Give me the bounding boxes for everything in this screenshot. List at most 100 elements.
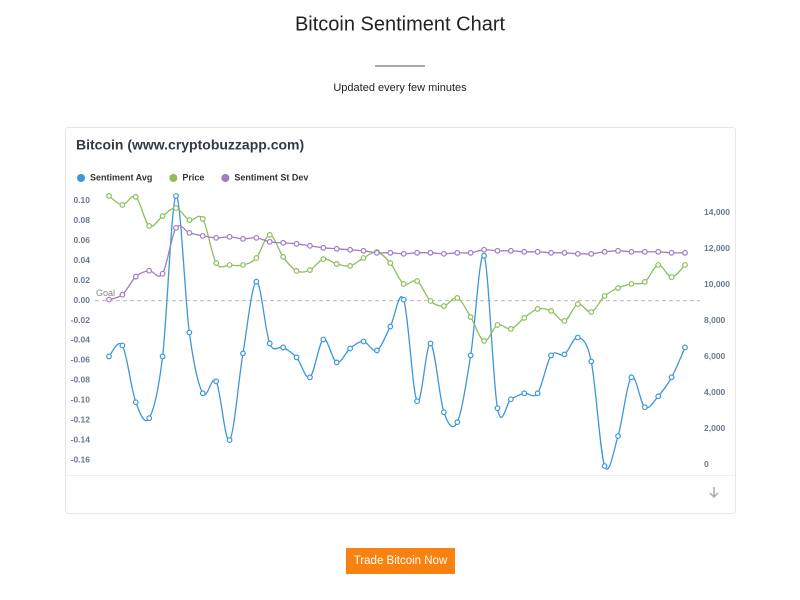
point <box>186 217 193 223</box>
point <box>226 262 233 268</box>
y-tick-label: -0.08 <box>71 375 91 385</box>
point <box>588 309 595 315</box>
legend-swatch <box>221 174 230 182</box>
point <box>615 247 621 254</box>
point <box>588 250 595 257</box>
point <box>132 193 139 200</box>
point <box>574 301 581 307</box>
point <box>146 415 153 422</box>
point <box>280 254 287 260</box>
point <box>400 250 407 257</box>
point <box>481 338 487 344</box>
point <box>561 249 568 256</box>
point <box>333 261 340 267</box>
point <box>199 232 206 239</box>
point <box>641 404 648 411</box>
point <box>173 193 179 199</box>
trade-button-label[interactable]: Trade Bitcoin Now <box>354 555 448 567</box>
point <box>266 340 273 347</box>
point <box>467 352 474 359</box>
point <box>213 260 220 266</box>
point <box>628 248 635 255</box>
y-tick-label: 0.10 <box>73 195 90 205</box>
subtitle: Updated every few minutes <box>333 82 467 94</box>
point <box>132 399 139 406</box>
point <box>186 329 193 336</box>
point <box>159 270 166 277</box>
y2-tick-label: 12,000 <box>704 243 730 253</box>
point <box>641 279 648 285</box>
point <box>173 224 179 231</box>
point <box>521 248 528 255</box>
point <box>440 250 447 257</box>
point <box>173 205 179 211</box>
point <box>574 250 581 257</box>
point <box>280 344 287 351</box>
point <box>494 247 501 254</box>
y2-tick-label: 2,000 <box>704 423 726 433</box>
legend-label: Price <box>182 172 204 182</box>
point <box>521 390 528 397</box>
point <box>333 359 340 366</box>
point <box>548 352 554 359</box>
point <box>293 240 300 247</box>
point <box>266 238 273 245</box>
y2-tick-label: 14,000 <box>704 207 730 217</box>
point <box>360 338 367 345</box>
download-icon[interactable] <box>709 487 719 499</box>
point <box>494 405 501 412</box>
point <box>266 232 273 238</box>
point <box>655 262 662 268</box>
point <box>454 419 461 426</box>
point <box>615 433 621 440</box>
y2-tick-label: 0 <box>704 459 709 469</box>
point <box>601 248 608 255</box>
point <box>387 323 394 330</box>
point <box>400 296 407 303</box>
point <box>213 234 220 241</box>
point <box>507 326 514 332</box>
point <box>293 354 300 361</box>
y-tick-label: -0.06 <box>71 355 91 365</box>
chart-card <box>65 127 736 514</box>
point <box>427 249 434 256</box>
point <box>240 262 246 268</box>
point <box>106 296 112 303</box>
point <box>414 278 420 284</box>
point <box>253 278 260 285</box>
point <box>106 192 112 199</box>
point <box>307 374 313 381</box>
point <box>668 274 675 280</box>
point <box>548 249 554 256</box>
legend-label: Sentiment Avg <box>90 172 152 182</box>
plot: 0.10 0.08 0.06 0.04 0.02 0.00 -0.02 -0.04 -0.06 -… <box>71 172 730 470</box>
point <box>226 233 233 240</box>
point <box>360 255 367 261</box>
point <box>507 247 514 254</box>
point <box>293 268 300 274</box>
point <box>347 263 354 269</box>
point <box>534 248 541 255</box>
point <box>307 242 313 249</box>
point <box>146 223 153 229</box>
point <box>240 235 246 242</box>
y-tick-label: -0.16 <box>71 454 91 464</box>
y-tick-label: 0.00 <box>73 295 90 305</box>
point <box>119 342 126 349</box>
point <box>106 353 112 360</box>
point <box>186 229 193 236</box>
point <box>253 255 260 261</box>
point <box>119 201 126 208</box>
point <box>320 256 327 262</box>
y-tick-label: -0.14 <box>71 434 91 444</box>
y2-tick-label: 10,000 <box>704 279 730 289</box>
point <box>561 351 568 358</box>
point <box>280 239 287 246</box>
point <box>320 336 327 343</box>
point <box>159 353 166 360</box>
trade-button[interactable] <box>346 548 455 574</box>
legend-label: Sentiment St Dev <box>234 172 308 182</box>
legend-swatch <box>77 174 85 182</box>
